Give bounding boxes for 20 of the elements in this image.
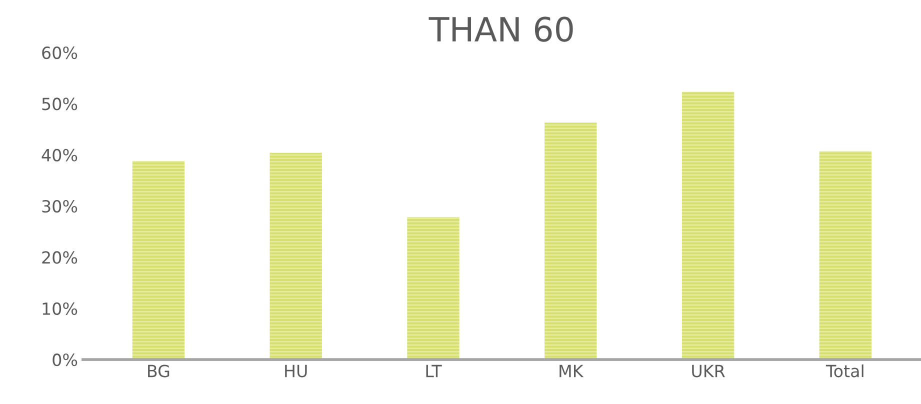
- x-tick-label: LT: [426, 364, 442, 378]
- y-tick-label: 20%: [42, 251, 78, 264]
- x-tick-label: HU: [285, 364, 307, 378]
- y-tick-label: 60%: [42, 46, 78, 60]
- x-tick-label: Total: [826, 364, 864, 378]
- y-tick-label: 40%: [42, 148, 78, 162]
- y-tick-label: 0%: [52, 354, 78, 366]
- chart-title: THAN 60: [428, 16, 573, 42]
- x-tick-label: BG: [148, 364, 170, 378]
- bar: [819, 151, 872, 360]
- x-tick-label: UKR: [692, 364, 725, 378]
- bar: [407, 217, 460, 360]
- bar: [682, 92, 734, 360]
- x-tick-label: MK: [560, 364, 584, 378]
- y-tick-label: 10%: [42, 302, 78, 315]
- bar: [544, 122, 597, 360]
- bar: [132, 161, 185, 360]
- bar: [270, 152, 322, 360]
- y-tick-label: 50%: [42, 98, 78, 110]
- y-tick-label: 30%: [42, 200, 78, 213]
